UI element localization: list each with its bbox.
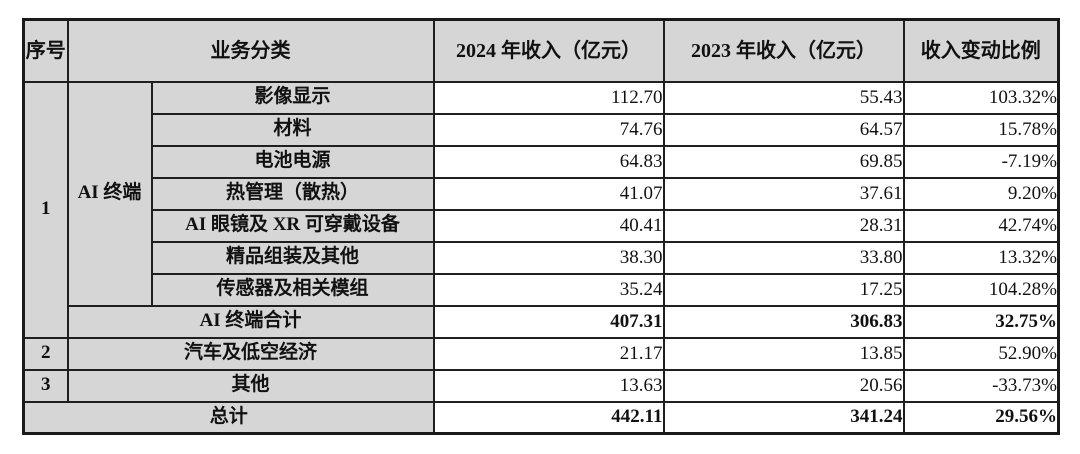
revenue-breakdown-table: 序号 业务分类 2024 年收入（亿元） 2023 年收入（亿元） 收入变动比例… [22, 18, 1060, 435]
change-ratio-cell: 29.56% [902, 400, 1060, 435]
revenue-2024-cell: 13.63 [432, 368, 665, 403]
subtotal-label-cell: AI 终端合计 [66, 304, 435, 339]
revenue-2024-cell: 21.17 [432, 336, 665, 371]
change-ratio-cell: 52.90% [902, 336, 1060, 371]
header-row: 序号 业务分类 2024 年收入（亿元） 2023 年收入（亿元） 收入变动比例 [22, 18, 1060, 83]
header-serial-number: 序号 [22, 18, 69, 83]
total-label-cell: 总计 [22, 400, 435, 435]
category-cell: 汽车及低空经济 [66, 336, 435, 371]
revenue-2023-cell: 64.57 [662, 112, 905, 147]
revenue-2023-cell: 20.56 [662, 368, 905, 403]
revenue-2023-cell: 69.85 [662, 144, 905, 179]
total-row: 总计 442.11 341.24 29.56% [22, 400, 1060, 435]
revenue-2023-cell: 28.31 [662, 208, 905, 243]
revenue-2024-cell: 41.07 [432, 176, 665, 211]
header-change-ratio: 收入变动比例 [902, 18, 1060, 83]
change-ratio-cell: 32.75% [902, 304, 1060, 339]
revenue-2024-cell: 38.30 [432, 240, 665, 275]
change-ratio-cell: 104.28% [902, 272, 1060, 307]
table-row: 3 其他 13.63 20.56 -33.73% [22, 368, 1060, 403]
category-cell: 热管理（散热） [150, 176, 435, 211]
revenue-2024-cell: 64.83 [432, 144, 665, 179]
revenue-2024-cell: 112.70 [432, 80, 665, 115]
change-ratio-cell: 42.74% [902, 208, 1060, 243]
serial-cell-1: 1 [22, 80, 69, 339]
revenue-2024-cell: 40.41 [432, 208, 665, 243]
category-cell: 精品组装及其他 [150, 240, 435, 275]
revenue-2024-cell: 74.76 [432, 112, 665, 147]
serial-cell-3: 3 [22, 368, 69, 403]
revenue-2023-cell: 13.85 [662, 336, 905, 371]
revenue-2023-cell: 55.43 [662, 80, 905, 115]
revenue-2024-cell: 35.24 [432, 272, 665, 307]
category-cell: 影像显示 [150, 80, 435, 115]
category-cell: 电池电源 [150, 144, 435, 179]
change-ratio-cell: 9.20% [902, 176, 1060, 211]
revenue-2023-cell: 306.83 [662, 304, 905, 339]
table-row: 材料 74.76 64.57 15.78% [24, 112, 1060, 147]
category-cell: 其他 [66, 368, 435, 403]
revenue-2023-cell: 33.80 [662, 240, 905, 275]
table-row: 传感器及相关模组 35.24 17.25 104.28% [24, 272, 1060, 307]
category-cell: 材料 [150, 112, 435, 147]
table-row: 电池电源 64.83 69.85 -7.19% [24, 144, 1060, 179]
header-2024-revenue: 2024 年收入（亿元） [432, 18, 665, 83]
table-row: 1 AI 终端 影像显示 112.70 55.43 103.32% [22, 80, 1060, 339]
table-row: 精品组装及其他 38.30 33.80 13.32% [24, 240, 1060, 275]
revenue-2023-cell: 341.24 [662, 400, 905, 435]
category-cell: AI 眼镜及 XR 可穿戴设备 [150, 208, 435, 243]
change-ratio-cell: 13.32% [902, 240, 1060, 275]
change-ratio-cell: -33.73% [902, 368, 1060, 403]
revenue-2024-cell: 407.31 [432, 304, 665, 339]
revenue-2023-cell: 37.61 [662, 176, 905, 211]
category-cell: 传感器及相关模组 [150, 272, 435, 307]
revenue-2024-cell: 442.11 [432, 400, 665, 435]
change-ratio-cell: 15.78% [902, 112, 1060, 147]
table-row: 2 汽车及低空经济 21.17 13.85 52.90% [22, 336, 1060, 371]
serial-cell-2: 2 [22, 336, 69, 371]
subtotal-row: AI 终端合计 407.31 306.83 32.75% [24, 304, 1060, 339]
table-row: AI 眼镜及 XR 可穿戴设备 40.41 28.31 42.74% [24, 208, 1060, 243]
header-2023-revenue: 2023 年收入（亿元） [662, 18, 905, 83]
change-ratio-cell: -7.19% [902, 144, 1060, 179]
change-ratio-cell: 103.32% [902, 80, 1060, 115]
header-business-category: 业务分类 [66, 18, 435, 83]
table-row: 热管理（散热） 41.07 37.61 9.20% [24, 176, 1060, 211]
revenue-2023-cell: 17.25 [662, 272, 905, 307]
group-label-ai-terminal: AI 终端 [66, 80, 153, 307]
